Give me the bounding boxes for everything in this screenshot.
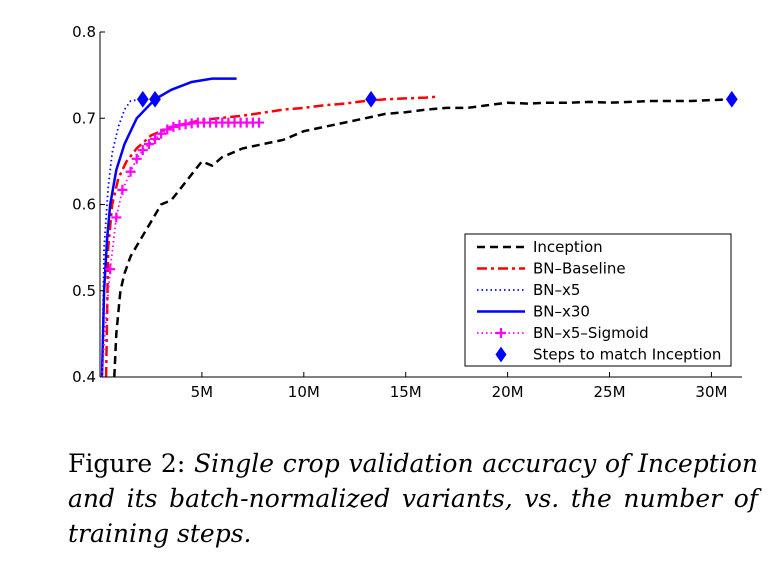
legend-label: BN–x5 <box>533 281 580 299</box>
tick-layer: 0.4 0.5 0.6 0.7 0.8 5M 10M 15M 20M 25M 30M <box>72 23 727 401</box>
figure-caption: Figure 2: Single crop validation accurac… <box>68 446 758 551</box>
line-inception <box>113 98 732 377</box>
legend-item-bn-baseline: BN–Baseline <box>477 260 626 278</box>
marker-plus <box>150 133 161 144</box>
marker-steps-to-match <box>365 90 377 108</box>
legend-diamond-icon <box>495 346 507 363</box>
legend-label: BN–x5–Sigmoid <box>533 324 649 342</box>
caption-label: Figure 2: <box>68 449 186 478</box>
legend-item-bn-x30: BN–x30 <box>477 303 590 321</box>
series-bn-x30 <box>100 77 237 377</box>
marker-plus <box>117 184 128 195</box>
y-tick-label: 0.6 <box>72 196 96 214</box>
chart: 0.4 0.5 0.6 0.7 0.8 5M 10M 15M 20M 25M 30M Incepti… <box>72 23 742 401</box>
marker-plus <box>143 139 154 150</box>
series-steps-to-match-inception <box>136 90 738 108</box>
legend-label: BN–Baseline <box>533 260 626 278</box>
y-tick-label: 0.8 <box>72 23 96 41</box>
legend-label: Steps to match Inception <box>533 346 721 364</box>
marker-plus <box>111 212 122 223</box>
legend-label: Inception <box>533 238 603 256</box>
y-tick-label: 0.7 <box>72 109 96 127</box>
plot-series-layer <box>100 77 738 377</box>
legend-box <box>464 233 732 367</box>
legend-label: BN–x30 <box>533 303 590 321</box>
series-inception <box>113 98 732 377</box>
x-tick-label: 15M <box>390 383 422 401</box>
x-tick-label: 25M <box>594 383 626 401</box>
series-bn-x5-sigmoid <box>101 117 264 377</box>
marker-plus <box>137 145 148 156</box>
x-tick-label: 5M <box>191 383 214 401</box>
legend-item-bn-x5-sigmoid: BN–x5–Sigmoid <box>477 324 649 342</box>
legend: Inception BN–Baseline BN–x5 BN–x30 BN–x5–Sig… <box>464 233 732 367</box>
caption-text: Single crop validation accuracy of Incep… <box>68 449 759 548</box>
marker-plus <box>253 117 264 128</box>
marker-plus <box>162 124 173 135</box>
legend-plus-icon <box>496 328 506 338</box>
marker-steps-to-match <box>149 90 161 108</box>
line-bn-x30 <box>100 77 237 377</box>
marker-plus <box>156 128 167 139</box>
x-tick-label: 20M <box>492 383 524 401</box>
legend-item-steps-to-match-inception: Steps to match Inception <box>495 346 721 364</box>
x-tick-label: 30M <box>695 383 727 401</box>
marker-plus <box>125 166 136 177</box>
legend-item-inception: Inception <box>477 238 603 256</box>
y-tick-label: 0.4 <box>72 368 96 386</box>
y-tick-label: 0.5 <box>72 282 96 300</box>
marker-plus <box>131 153 142 164</box>
marker-steps-to-match <box>136 90 149 108</box>
x-tick-label: 10M <box>288 383 320 401</box>
series-bn-baseline <box>104 95 437 377</box>
line-bn-baseline <box>104 95 437 377</box>
marker-plus <box>168 121 179 132</box>
marker-plus <box>105 264 116 275</box>
marker-steps-to-match <box>725 90 738 108</box>
legend-item-bn-x5: BN–x5 <box>477 281 580 299</box>
